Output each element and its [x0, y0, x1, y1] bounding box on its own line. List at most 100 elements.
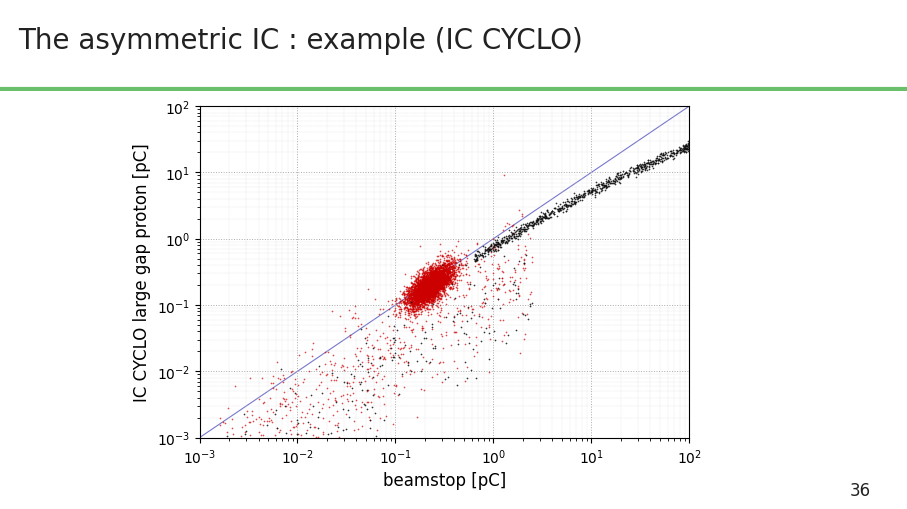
- Point: [655, 154, 669, 162]
- Point: [430, 277, 444, 286]
- Point: [428, 284, 443, 292]
- Point: [365, 353, 379, 361]
- Point: [428, 278, 443, 287]
- Point: [482, 369, 496, 377]
- Point: [426, 287, 441, 295]
- Point: [437, 270, 452, 278]
- Point: [590, 182, 604, 190]
- Point: [430, 269, 444, 277]
- Point: [418, 280, 433, 289]
- Point: [414, 293, 428, 301]
- Point: [419, 287, 434, 295]
- Point: [427, 288, 442, 296]
- Point: [428, 265, 443, 273]
- Point: [511, 283, 525, 291]
- Point: [438, 279, 453, 287]
- Point: [423, 293, 437, 301]
- Point: [412, 310, 426, 319]
- Point: [426, 275, 441, 283]
- Point: [275, 401, 289, 409]
- Point: [504, 235, 519, 243]
- Point: [440, 280, 454, 288]
- Point: [453, 256, 467, 264]
- Point: [673, 146, 688, 154]
- Point: [456, 329, 471, 337]
- Point: [407, 332, 422, 341]
- Point: [440, 280, 454, 288]
- Point: [361, 365, 375, 373]
- Point: [433, 264, 447, 272]
- Point: [459, 270, 473, 278]
- Point: [436, 278, 451, 286]
- Point: [419, 297, 434, 305]
- Point: [654, 150, 668, 158]
- Point: [420, 274, 434, 282]
- Point: [430, 271, 444, 279]
- Point: [479, 246, 493, 254]
- Point: [494, 238, 509, 246]
- Point: [500, 234, 514, 242]
- Point: [415, 307, 430, 316]
- Point: [436, 368, 451, 376]
- Point: [434, 275, 448, 284]
- Point: [557, 202, 571, 210]
- Point: [405, 306, 419, 315]
- Point: [426, 279, 441, 287]
- Point: [520, 225, 534, 233]
- Point: [438, 262, 453, 270]
- Point: [418, 289, 433, 297]
- Point: [405, 303, 420, 312]
- Point: [451, 265, 465, 273]
- Point: [430, 285, 444, 293]
- Point: [512, 227, 527, 235]
- Point: [424, 300, 439, 308]
- Point: [441, 274, 455, 282]
- Point: [434, 269, 448, 277]
- Point: [424, 278, 439, 287]
- Point: [491, 243, 505, 251]
- Point: [531, 216, 545, 224]
- Point: [426, 283, 441, 291]
- Point: [438, 265, 453, 273]
- Point: [625, 167, 639, 176]
- Point: [421, 285, 435, 293]
- Point: [435, 279, 450, 288]
- Point: [410, 297, 424, 305]
- Point: [629, 168, 644, 176]
- Point: [430, 269, 444, 277]
- Point: [416, 277, 431, 285]
- Point: [412, 297, 426, 305]
- Point: [428, 285, 443, 293]
- Point: [370, 336, 385, 345]
- Point: [291, 381, 306, 389]
- Point: [353, 380, 367, 388]
- Point: [415, 282, 430, 291]
- Point: [401, 311, 415, 319]
- Point: [394, 307, 408, 315]
- Point: [405, 301, 420, 309]
- Point: [420, 284, 434, 292]
- Point: [511, 260, 525, 268]
- Point: [445, 267, 460, 275]
- Point: [451, 237, 465, 245]
- Point: [429, 269, 444, 277]
- Point: [427, 273, 442, 281]
- Point: [421, 272, 435, 280]
- Point: [497, 252, 512, 260]
- Point: [438, 277, 453, 285]
- Point: [441, 267, 455, 275]
- Point: [405, 298, 420, 306]
- Point: [429, 279, 444, 287]
- Point: [418, 285, 433, 293]
- Point: [413, 281, 427, 290]
- Point: [424, 281, 439, 290]
- Point: [399, 298, 414, 306]
- Point: [409, 288, 424, 296]
- Point: [420, 285, 434, 293]
- Point: [427, 276, 442, 285]
- Point: [421, 294, 435, 302]
- Point: [413, 289, 427, 297]
- Point: [366, 361, 380, 370]
- Point: [416, 291, 431, 299]
- Point: [430, 276, 444, 285]
